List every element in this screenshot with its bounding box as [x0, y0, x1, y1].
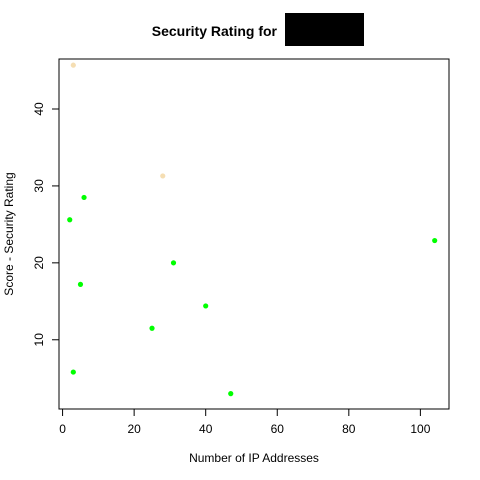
data-point: [203, 303, 209, 309]
data-point: [67, 217, 73, 223]
x-tick-label: 40: [199, 422, 213, 436]
data-point: [70, 62, 76, 68]
x-tick-label: 80: [342, 422, 356, 436]
y-tick-label: 20: [32, 256, 46, 270]
data-point: [149, 325, 155, 331]
x-axis-label: Number of IP Addresses: [189, 451, 319, 465]
x-tick-label: 20: [127, 422, 141, 436]
y-tick-label: 40: [32, 102, 46, 116]
y-tick-label: 30: [32, 179, 46, 193]
data-point: [170, 260, 177, 266]
data-point: [432, 237, 438, 244]
x-axis: 0 20 40 60 80 100: [59, 408, 431, 436]
title-redaction-box: [285, 13, 364, 46]
data-point: [160, 173, 166, 179]
data-points: [67, 62, 438, 397]
x-tick-label: 0: [59, 422, 66, 436]
data-point: [70, 369, 76, 375]
y-axis-label: Score - Security Rating: [2, 172, 16, 295]
data-point: [77, 281, 84, 287]
data-point: [228, 391, 234, 397]
y-tick-label: 10: [32, 333, 46, 347]
x-tick-label: 60: [271, 422, 285, 436]
chart-title-group: Security Rating for: [152, 13, 364, 46]
y-axis: 10 20 30 40: [32, 102, 60, 347]
chart-title: Security Rating for: [152, 23, 278, 39]
plot-frame: [58, 58, 450, 410]
data-point: [81, 194, 87, 201]
x-tick-label: 100: [410, 422, 430, 436]
